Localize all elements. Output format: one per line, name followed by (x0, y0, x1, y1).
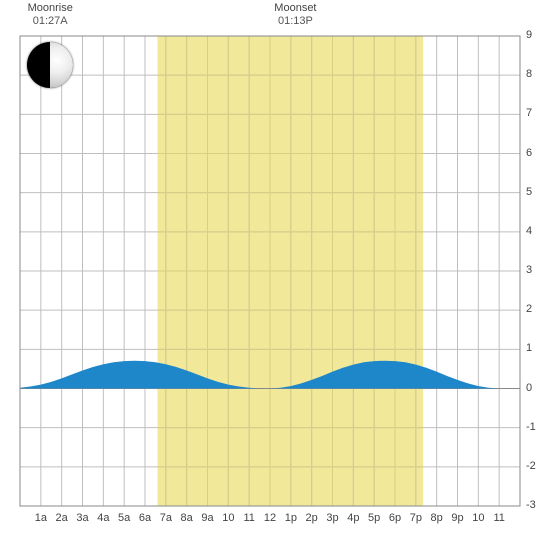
x-tick-label: 6a (136, 512, 154, 524)
x-tick-label: 7p (407, 512, 425, 524)
x-tick-label: 6p (386, 512, 404, 524)
y-tick-label: 3 (526, 264, 532, 276)
y-tick-label: 5 (526, 186, 532, 198)
x-tick-label: 8a (178, 512, 196, 524)
y-tick-label: 8 (526, 68, 532, 80)
x-tick-label: 3p (324, 512, 342, 524)
y-tick-label: 2 (526, 303, 532, 315)
x-tick-label: 11 (490, 512, 508, 524)
tide-chart (0, 0, 550, 550)
x-tick-label: 4a (94, 512, 112, 524)
x-tick-label: 10 (469, 512, 487, 524)
x-tick-label: 1a (32, 512, 50, 524)
x-tick-label: 4p (344, 512, 362, 524)
x-tick-label: 7a (157, 512, 175, 524)
y-tick-label: -3 (526, 499, 536, 511)
y-tick-label: 7 (526, 107, 532, 119)
y-tick-label: 4 (526, 225, 532, 237)
x-tick-label: 12 (261, 512, 279, 524)
x-tick-label: 8p (428, 512, 446, 524)
y-tick-label: 6 (526, 147, 532, 159)
moon-phase-icon (27, 42, 73, 88)
y-tick-label: -2 (526, 460, 536, 472)
x-tick-label: 2a (53, 512, 71, 524)
y-tick-label: 0 (526, 382, 532, 394)
y-tick-label: 1 (526, 342, 532, 354)
x-tick-label: 2p (303, 512, 321, 524)
x-tick-label: 5p (365, 512, 383, 524)
x-tick-label: 9a (199, 512, 217, 524)
x-tick-label: 5a (115, 512, 133, 524)
x-tick-label: 9p (449, 512, 467, 524)
y-tick-label: 9 (526, 29, 532, 41)
x-tick-label: 3a (74, 512, 92, 524)
y-tick-label: -1 (526, 421, 536, 433)
x-tick-label: 11 (240, 512, 258, 524)
x-tick-label: 10 (219, 512, 237, 524)
x-tick-label: 1p (282, 512, 300, 524)
